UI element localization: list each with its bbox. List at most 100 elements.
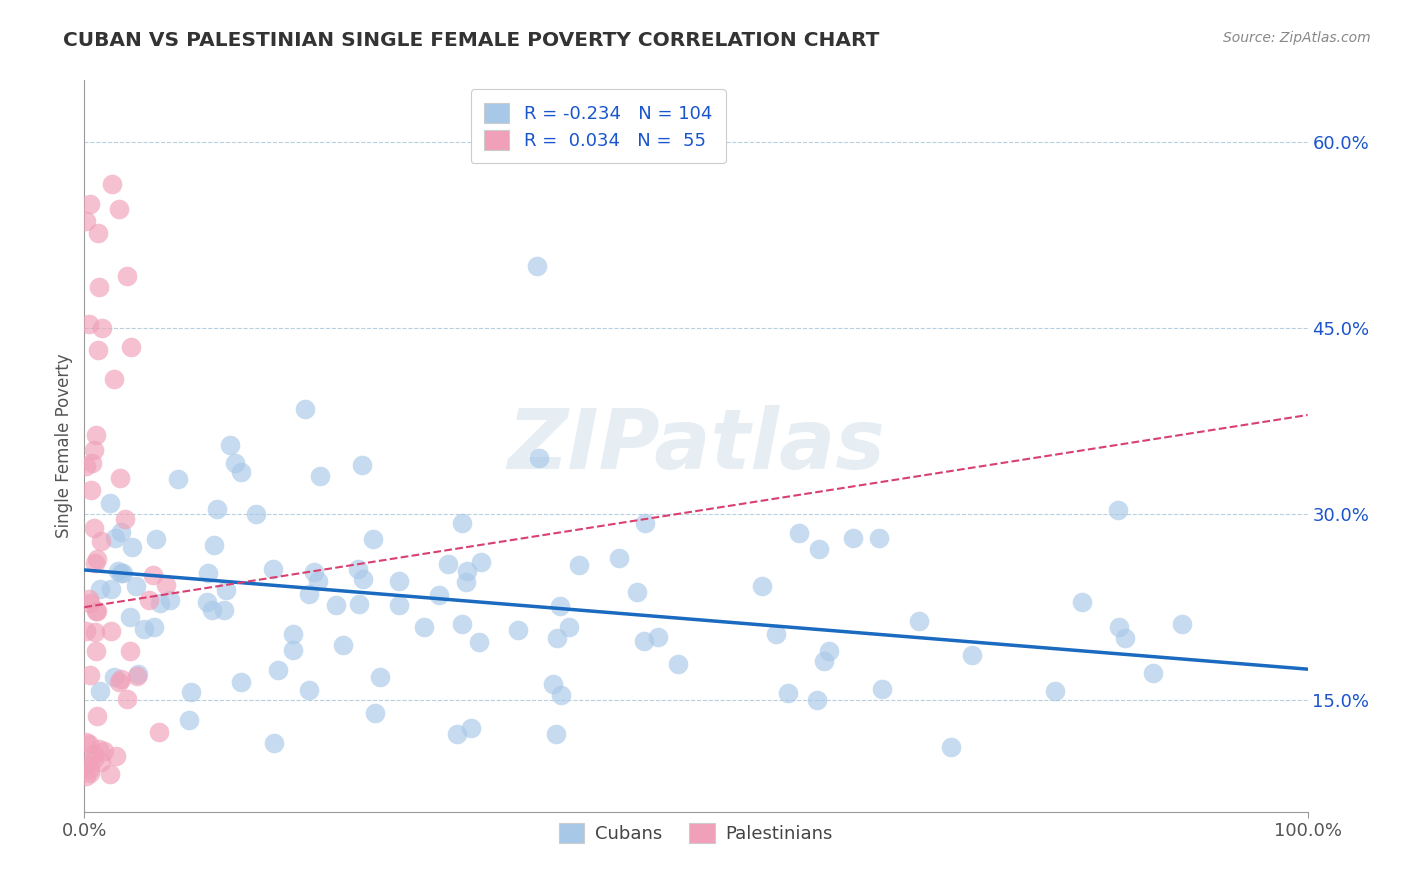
Point [145, 532, 167, 546]
Point [107, 564, 129, 578]
Point [87, 279, 110, 293]
Point [962, 648, 984, 662]
Point [79, 483, 101, 497]
Point [267, 663, 290, 677]
Point [281, 642, 304, 657]
Point [114, 512, 136, 526]
Point [543, 677, 565, 691]
Point [98, 766, 121, 780]
Point [134, 622, 156, 636]
Legend: Cubans, Palestinians: Cubans, Palestinians [551, 816, 841, 850]
Point [229, 675, 252, 690]
Point [110, 525, 132, 540]
Point [180, 685, 202, 699]
Point [1114, 631, 1136, 645]
Point [218, 438, 240, 452]
Point [302, 565, 325, 579]
Point [75, 756, 97, 771]
Point [454, 575, 477, 590]
Point [550, 688, 572, 702]
Point [298, 682, 321, 697]
Point [75, 214, 97, 228]
Point [77, 737, 100, 751]
Point [118, 643, 141, 657]
Point [125, 579, 148, 593]
Point [212, 603, 235, 617]
Point [90, 533, 112, 548]
Point [529, 451, 551, 466]
Point [361, 532, 384, 546]
Point [451, 616, 474, 631]
Point [205, 502, 228, 516]
Point [86, 604, 108, 618]
Point [325, 598, 347, 612]
Point [84, 556, 107, 570]
Point [103, 371, 125, 385]
Point [506, 623, 529, 637]
Point [907, 614, 929, 628]
Point [75, 769, 97, 783]
Point [813, 654, 835, 668]
Y-axis label: Single Female Poverty: Single Female Poverty [55, 354, 73, 538]
Point [117, 268, 139, 283]
Point [84, 427, 107, 442]
Point [98, 496, 121, 510]
Point [108, 202, 131, 216]
Point [307, 574, 329, 588]
Point [347, 562, 370, 576]
Point [626, 585, 648, 599]
Point [110, 672, 132, 686]
Point [159, 593, 181, 607]
Point [111, 566, 134, 581]
Point [110, 566, 132, 581]
Point [138, 593, 160, 607]
Point [751, 579, 773, 593]
Point [148, 725, 170, 739]
Point [87, 343, 110, 357]
Point [115, 691, 138, 706]
Point [110, 471, 132, 485]
Point [634, 516, 657, 530]
Point [107, 675, 129, 690]
Point [75, 624, 97, 638]
Point [347, 597, 370, 611]
Point [283, 627, 305, 641]
Point [83, 751, 105, 765]
Point [262, 562, 284, 576]
Point [1107, 503, 1129, 517]
Point [79, 197, 101, 211]
Point [142, 568, 165, 582]
Point [125, 669, 148, 683]
Point [79, 765, 101, 780]
Point [245, 507, 267, 521]
Point [544, 727, 567, 741]
Point [368, 670, 391, 684]
Point [765, 627, 787, 641]
Point [84, 644, 107, 658]
Point [215, 582, 238, 597]
Point [89, 582, 111, 597]
Point [1070, 595, 1092, 609]
Point [350, 458, 373, 472]
Point [179, 714, 201, 728]
Point [120, 340, 142, 354]
Point [167, 472, 190, 486]
Point [387, 574, 409, 589]
Point [1108, 620, 1130, 634]
Point [787, 525, 810, 540]
Point [87, 742, 110, 756]
Point [294, 401, 316, 416]
Point [84, 603, 107, 617]
Point [1142, 665, 1164, 680]
Point [872, 681, 894, 696]
Point [90, 755, 112, 769]
Point [103, 670, 125, 684]
Point [939, 740, 962, 755]
Point [83, 521, 105, 535]
Point [83, 624, 105, 639]
Point [526, 259, 548, 273]
Point [388, 598, 411, 612]
Point [79, 762, 101, 776]
Point [263, 736, 285, 750]
Point [647, 630, 669, 644]
